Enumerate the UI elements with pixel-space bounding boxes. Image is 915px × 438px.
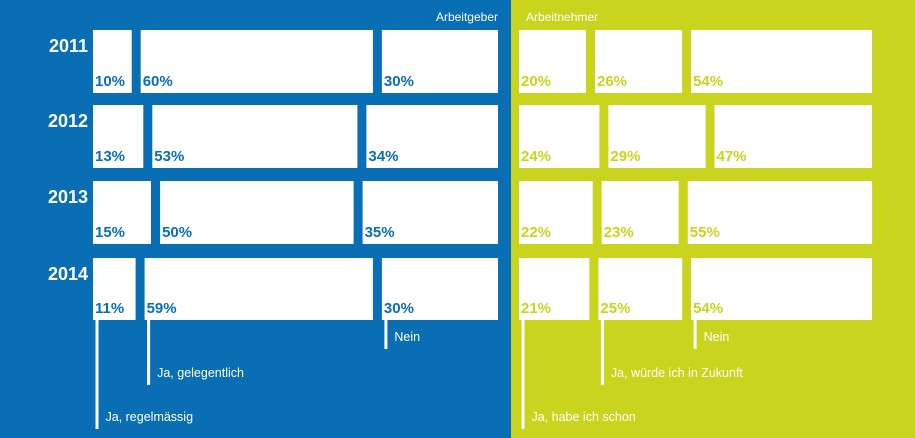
data-label: 53% [154, 148, 184, 165]
bar-segment [601, 181, 679, 244]
year-label: 2011 [49, 36, 88, 56]
data-label: 54% [693, 300, 723, 317]
legend-leader-line [693, 320, 697, 349]
data-label: 47% [717, 148, 747, 165]
data-label: 35% [365, 224, 395, 241]
bar-segment [598, 258, 683, 320]
bar-segment [519, 181, 593, 244]
bar-segment [381, 30, 498, 93]
legend-leader-line [95, 320, 99, 429]
bar-segment [691, 30, 872, 93]
panel-0: Arbeitgeber 10% 60% 30% 13% 53% 34% 15% 50% 35% 11… [0, 0, 511, 438]
data-label: 29% [610, 148, 640, 165]
data-label: 60% [143, 73, 173, 90]
legend-label: Ja, regelmässig [106, 410, 194, 424]
data-label: 25% [600, 300, 630, 317]
year-label: 2014 [48, 264, 88, 284]
bar-segment [381, 258, 498, 320]
legend-label: Nein [704, 330, 730, 344]
panel-1: Arbeitnehmer 20% 26% 54% 24% 29% 47% 22% 23% 55% 2… [511, 0, 915, 438]
bar-segment [519, 258, 590, 320]
bar-segment [687, 181, 873, 244]
bar-segment [160, 181, 354, 244]
data-label: 10% [95, 73, 125, 90]
bar-segment [362, 181, 498, 244]
data-label: 30% [384, 73, 414, 90]
data-label: 34% [368, 148, 398, 165]
legend-leader-line [384, 320, 388, 349]
panel-title: Arbeitgeber [436, 10, 498, 24]
data-label: 22% [521, 224, 551, 241]
bar-segment [93, 105, 144, 168]
bar-segment [714, 105, 872, 168]
data-label: 13% [95, 148, 125, 165]
data-label: 54% [693, 73, 723, 90]
data-label: 30% [384, 300, 414, 317]
data-label: 24% [521, 148, 551, 165]
data-label: 50% [162, 224, 192, 241]
data-label: 20% [521, 73, 551, 90]
bar-segment [519, 105, 600, 168]
year-label: 2013 [48, 187, 88, 207]
data-label: 55% [690, 224, 720, 241]
bar-segment [93, 181, 151, 244]
bar-segment [691, 258, 872, 320]
panel-title: Arbeitnehmer [526, 10, 598, 24]
data-label: 26% [597, 73, 627, 90]
data-label: 23% [604, 224, 634, 241]
legend-leader-line [600, 320, 604, 385]
legend-leader-line [521, 320, 525, 429]
bar-segment [595, 30, 683, 93]
bar-segment [519, 30, 586, 93]
data-label: 11% [95, 300, 124, 317]
legend-label: Ja, habe ich schon [532, 410, 636, 424]
legend-label: Ja, gelegentlich [157, 366, 244, 380]
year-label: 2012 [48, 111, 88, 131]
bar-segment [152, 105, 358, 168]
bar-segment [93, 30, 132, 93]
legend-leader-line [147, 320, 151, 385]
data-label: 15% [95, 224, 125, 241]
legend-label: Nein [394, 330, 420, 344]
bar-segment [144, 258, 373, 320]
data-label: 21% [521, 300, 551, 317]
bar-segment [140, 30, 373, 93]
data-label: 59% [147, 300, 177, 317]
bar-segment [366, 105, 498, 168]
bar-segment [93, 258, 136, 320]
legend-label: Ja, würde ich in Zukunft [611, 366, 744, 380]
bar-segment [608, 105, 706, 168]
